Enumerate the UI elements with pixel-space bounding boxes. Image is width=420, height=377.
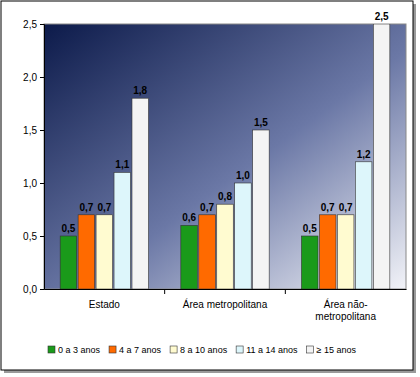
bar bbox=[96, 215, 113, 289]
data-label: 0,6 bbox=[182, 212, 196, 223]
category-separator bbox=[164, 289, 165, 294]
y-tick-mark bbox=[40, 24, 44, 25]
y-tick-mark bbox=[40, 77, 44, 78]
x-tick-label: Área não-metropolitana bbox=[315, 298, 376, 322]
x-tick: Estado bbox=[89, 289, 121, 310]
data-label: 0,7 bbox=[200, 202, 214, 213]
legend: 0 a 3 anos 4 a 7 anos 8 a 10 anos 11 a 14 a… bbox=[48, 345, 356, 355]
y-axis: 0,0 0,5 1,0 1,5 2,0 2,5 bbox=[23, 19, 44, 295]
bar bbox=[319, 215, 336, 289]
legend-label: 8 a 10 anos bbox=[180, 345, 228, 355]
bar bbox=[114, 172, 131, 289]
bar bbox=[373, 24, 390, 289]
data-label: 1,1 bbox=[115, 159, 129, 170]
x-tick-label: Área metropolitana bbox=[183, 298, 268, 310]
frame bbox=[1, 1, 413, 370]
x-tick-label: Estado bbox=[89, 299, 121, 310]
y-tick-label: 0,0 bbox=[23, 284, 37, 295]
y-tick: 0,0 bbox=[23, 284, 44, 295]
y-tick: 0,5 bbox=[23, 231, 44, 242]
legend-swatch bbox=[170, 346, 177, 353]
x-axis-line bbox=[45, 289, 407, 290]
data-label: 1,0 bbox=[236, 170, 250, 181]
data-label: 1,8 bbox=[133, 85, 147, 96]
y-tick: 2,5 bbox=[23, 19, 44, 30]
y-tick-label: 1,5 bbox=[23, 125, 37, 136]
y-tick: 2,0 bbox=[23, 72, 44, 83]
chart: 0,0 0,5 1,0 1,5 2,0 2,5 Estado Área metropolita… bbox=[0, 0, 420, 377]
y-axis-line bbox=[40, 25, 45, 290]
legend-swatch bbox=[236, 346, 243, 353]
y-tick-mark bbox=[40, 183, 44, 184]
y-tick-label: 1,0 bbox=[23, 178, 37, 189]
data-label: 0,7 bbox=[79, 202, 93, 213]
bar bbox=[181, 225, 198, 289]
y-tick: 1,5 bbox=[23, 125, 44, 136]
bar bbox=[217, 204, 234, 289]
bar bbox=[253, 130, 270, 289]
y-tick-label: 2,0 bbox=[23, 72, 37, 83]
legend-label: 11 a 14 anos bbox=[246, 345, 298, 355]
legend-swatch bbox=[307, 346, 314, 353]
data-label: 0,7 bbox=[97, 202, 111, 213]
data-label: 2,5 bbox=[375, 11, 389, 22]
bars bbox=[60, 24, 390, 289]
bar bbox=[337, 215, 354, 289]
bar bbox=[301, 236, 318, 289]
x-tick: Área não-metropolitana bbox=[315, 289, 376, 322]
bar bbox=[60, 236, 77, 289]
data-label: 1,5 bbox=[254, 117, 268, 128]
bar bbox=[132, 98, 149, 289]
data-label: 0,5 bbox=[61, 223, 75, 234]
x-tick: Área metropolitana bbox=[183, 289, 268, 310]
data-label: 0,8 bbox=[218, 191, 232, 202]
y-tick-mark bbox=[40, 130, 44, 131]
legend-label: 4 a 7 anos bbox=[119, 345, 162, 355]
bar bbox=[355, 162, 372, 289]
data-label: 0,5 bbox=[303, 223, 317, 234]
data-label: 1,2 bbox=[357, 149, 371, 160]
y-tick: 1,0 bbox=[23, 178, 44, 189]
data-labels: 0,5 0,6 0,5 0,7 0,7 0,7 0,7 0,8 0,7 1,1 1,0 1,2 1,8 1… bbox=[61, 11, 388, 234]
plot-background bbox=[44, 24, 406, 289]
y-tick-mark bbox=[40, 289, 44, 290]
data-label: 0,7 bbox=[339, 202, 353, 213]
y-tick-label: 0,5 bbox=[23, 231, 37, 242]
y-tick-label: 2,5 bbox=[23, 19, 37, 30]
bar bbox=[235, 183, 252, 289]
y-tick-mark bbox=[40, 236, 44, 237]
legend-swatch bbox=[109, 346, 116, 353]
legend-label: 0 a 3 anos bbox=[58, 345, 101, 355]
legend-label: ≥ 15 anos bbox=[317, 345, 357, 355]
data-label: 0,7 bbox=[321, 202, 335, 213]
bar bbox=[78, 215, 95, 289]
legend-swatch bbox=[48, 346, 55, 353]
bar bbox=[199, 215, 216, 289]
x-axis: Estado Área metropolitana Área não-metropo… bbox=[45, 289, 407, 322]
category-separator bbox=[285, 289, 286, 294]
